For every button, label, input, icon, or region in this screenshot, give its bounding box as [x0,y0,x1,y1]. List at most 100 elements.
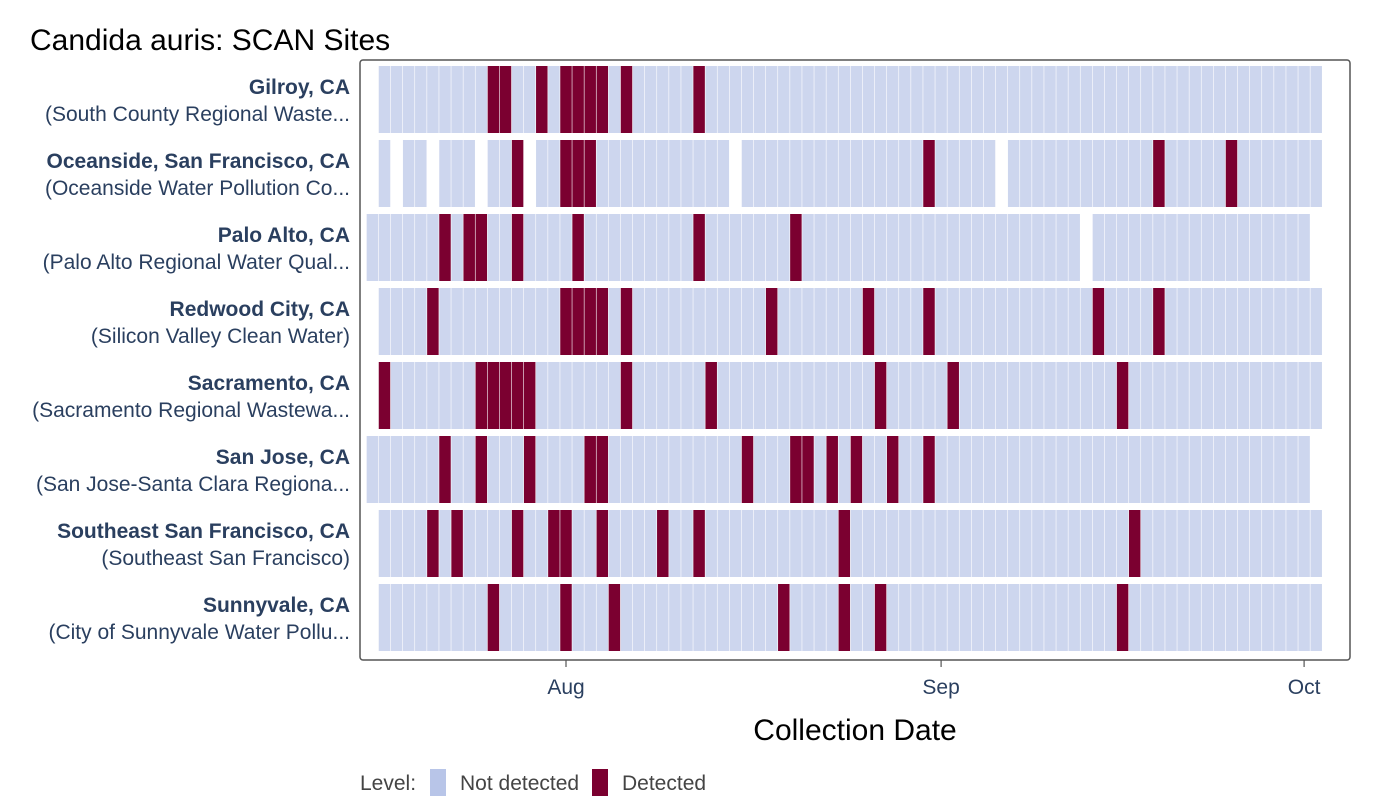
cell-not-detected [1298,362,1310,429]
cell-not-detected [971,140,984,207]
cell-not-detected [487,288,500,355]
cell-not-detected [681,436,693,503]
cell-not-detected [947,288,959,355]
site-name-label: San Jose, CA [216,446,350,469]
cell-not-detected [1020,510,1032,577]
cell-not-detected [523,584,536,651]
site-name-label: Southeast San Francisco, CA [57,520,350,543]
legend-title: Level: [360,772,416,795]
cell-not-detected [1189,436,1201,503]
cell-not-detected [1298,140,1310,207]
cell-not-detected [1262,510,1274,577]
cell-not-detected [1141,214,1153,281]
cell-not-detected [1068,584,1080,651]
cell-not-detected [1189,140,1201,207]
cell-detected [923,436,935,503]
cell-not-detected [911,66,923,133]
cell-not-detected [1262,214,1274,281]
cell-not-detected [1153,362,1165,429]
cell-not-detected [596,214,609,281]
cell-not-detected [971,510,984,577]
cell-not-detected [1128,362,1141,429]
heatmap-rows [366,66,1322,651]
cell-not-detected [390,288,403,355]
cell-not-detected [1104,510,1117,577]
cell-not-detected [1104,584,1117,651]
cell-not-detected [378,288,391,355]
cell-not-detected [705,510,717,577]
cell-not-detected [1020,362,1032,429]
cell-not-detected [765,436,778,503]
cell-not-detected [983,510,996,577]
cell-not-detected [814,140,826,207]
cell-not-detected [1128,584,1141,651]
cell-not-detected [1274,436,1286,503]
cell-not-detected [717,436,730,503]
cell-not-detected [1310,510,1322,577]
cell-not-detected [1153,584,1165,651]
cell-not-detected [1165,214,1177,281]
legend: Level: Not detected Detected [360,769,706,796]
cell-not-detected [1044,214,1056,281]
cell-not-detected [1201,584,1214,651]
x-axis-ticks: Aug Sep Oct [547,660,1321,699]
cell-not-detected [790,362,802,429]
cell-not-detected [536,140,548,207]
cell-not-detected [850,66,863,133]
cell-detected [427,288,439,355]
y-axis-labels: Gilroy, CA (South County Regional Waste..… [32,76,350,644]
cell-not-detected [1007,362,1020,429]
cell-not-detected [608,436,621,503]
cell-not-detected [1189,214,1201,281]
cell-not-detected [1213,362,1226,429]
cell-not-detected [560,436,572,503]
cell-not-detected [874,66,887,133]
cell-not-detected [693,140,705,207]
cell-not-detected [1141,66,1153,133]
cell-not-detected [499,288,512,355]
cell-not-detected [971,436,984,503]
cell-not-detected [427,66,439,133]
cell-not-detected [753,66,766,133]
cell-not-detected [753,584,766,651]
cell-detected [1116,584,1129,651]
cell-not-detected [1056,362,1068,429]
cell-not-detected [644,140,657,207]
cell-not-detected [560,362,572,429]
cell-not-detected [681,214,693,281]
cell-not-detected [681,510,693,577]
cell-not-detected [1153,510,1165,577]
cell-not-detected [1213,288,1226,355]
cell-not-detected [741,584,754,651]
cell-not-detected [874,214,887,281]
cell-not-detected [765,214,778,281]
cell-not-detected [1286,584,1298,651]
cell-detected [487,362,500,429]
cell-not-detected [596,140,609,207]
cell-not-detected [572,436,584,503]
cell-detected [427,510,439,577]
cell-not-detected [499,584,512,651]
cell-not-detected [705,140,717,207]
cell-not-detected [536,510,548,577]
cell-not-detected [439,510,451,577]
x-tick-label: Oct [1288,676,1321,699]
cell-not-detected [1249,140,1262,207]
cell-not-detected [1020,140,1032,207]
cell-not-detected [1213,584,1226,651]
cell-not-detected [681,362,693,429]
cell-not-detected [802,214,814,281]
cell-not-detected [1044,288,1056,355]
cell-not-detected [862,362,875,429]
cell-not-detected [947,584,959,651]
cell-detected [1128,510,1141,577]
cell-not-detected [778,510,790,577]
cell-not-detected [669,288,681,355]
cell-not-detected [487,436,500,503]
cell-not-detected [1189,288,1201,355]
site-plant-label: (Palo Alto Regional Water Qual... [43,251,350,274]
cell-not-detected [935,510,947,577]
cell-not-detected [1274,288,1286,355]
cell-not-detected [1237,436,1250,503]
cell-detected [548,510,560,577]
